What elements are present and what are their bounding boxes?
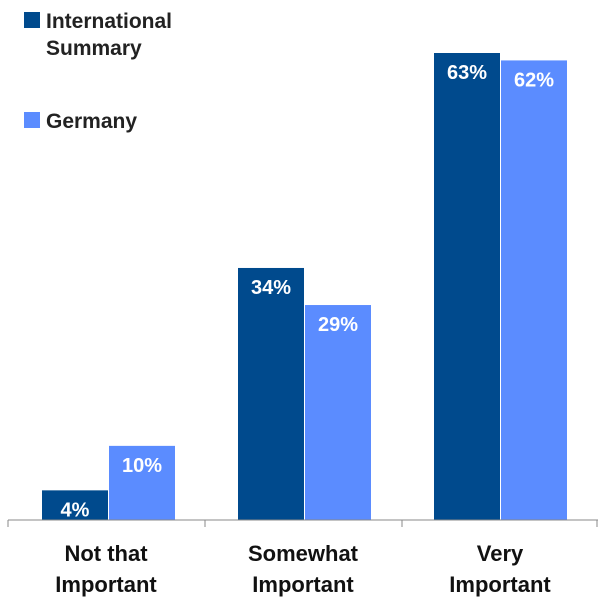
x-tick-label-not-that-important: Not that Important bbox=[26, 538, 186, 600]
x-tick-label-very-important: Very Important bbox=[420, 538, 580, 600]
legend-item-germany: Germany bbox=[24, 108, 224, 135]
data-label: 29% bbox=[318, 314, 358, 336]
bars-group bbox=[42, 53, 567, 521]
tick-line: Important bbox=[252, 572, 354, 597]
data-labels-group: 4% 10% 34% 29% 63% 62% bbox=[61, 62, 555, 521]
tick-line: Very bbox=[476, 541, 524, 566]
data-label: 62% bbox=[514, 69, 554, 91]
legend-swatch bbox=[24, 112, 40, 128]
bar-international-summary-very-important bbox=[434, 53, 500, 520]
tick-line: Not that bbox=[64, 541, 148, 566]
data-label: 34% bbox=[251, 277, 291, 299]
legend-label: Germany bbox=[46, 110, 138, 133]
tick-line: Somewhat bbox=[247, 541, 359, 566]
bar-germany-very-important bbox=[501, 60, 567, 521]
data-label: 10% bbox=[122, 455, 162, 477]
legend-item-international-summary: International Summary bbox=[24, 8, 224, 62]
data-label: 4% bbox=[61, 499, 90, 521]
data-label: 63% bbox=[447, 62, 487, 84]
tick-line: Important bbox=[449, 572, 551, 597]
x-tick-label-somewhat-important: Somewhat Important bbox=[223, 538, 383, 600]
bar-germany-not-that-important bbox=[109, 445, 175, 520]
legend: International Summary Germany bbox=[24, 8, 224, 181]
bar-international-summary-not-that-important bbox=[42, 490, 108, 520]
tick-line: Important bbox=[55, 572, 157, 597]
x-axis bbox=[7, 519, 598, 527]
legend-label: International Summary bbox=[46, 10, 173, 60]
bar-international-summary-somewhat-important bbox=[238, 267, 304, 520]
bar-germany-somewhat-important bbox=[305, 305, 371, 520]
legend-swatch bbox=[24, 12, 40, 28]
